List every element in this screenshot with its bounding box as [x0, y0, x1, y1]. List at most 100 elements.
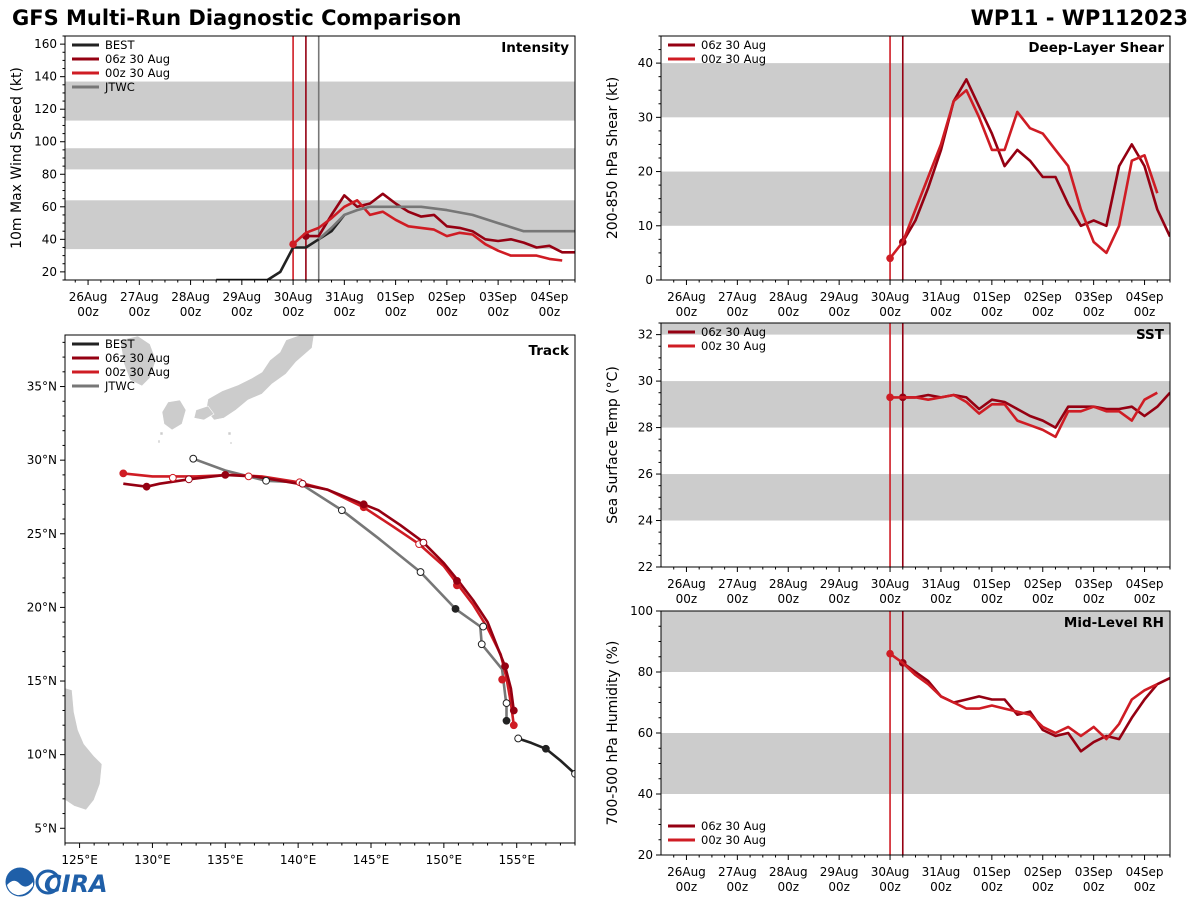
chart-sst: 22242628303226Aug00z27Aug00z28Aug00z29Au… — [605, 322, 1171, 606]
sst-xtick-label-day: 30Aug — [871, 577, 910, 591]
intensity-xtick-label-hour: 00z — [385, 305, 407, 319]
legend-label-run06: 06z 30 Aug — [701, 819, 766, 833]
cira-emblem — [35, 869, 61, 895]
track-path-best — [517, 737, 575, 775]
intensity-series-jtwc — [317, 205, 575, 241]
sst-series-run00 — [890, 391, 1158, 439]
shear-xtick-label-hour: 00z — [1032, 305, 1054, 319]
rh-xtick-label-hour: 00z — [930, 880, 952, 894]
sst-xtick-label-day: 04Sep — [1126, 577, 1164, 591]
rh-xtick-label-day: 29Aug — [820, 865, 859, 879]
rh-band-1 — [661, 611, 1170, 672]
japan-kyushu-landmass — [161, 399, 187, 431]
rh-xtick-label-hour: 00z — [879, 880, 901, 894]
intensity-xtick-label-day: 04Sep — [530, 290, 568, 304]
track-marker-run06 — [184, 475, 193, 484]
legend-label-run06: 06z 30 Aug — [105, 52, 170, 66]
shear-xtick-label-day: 01Sep — [973, 290, 1011, 304]
shear-plot-area — [661, 36, 1170, 280]
track-marker-run06 — [419, 538, 428, 547]
track-marker-jtwc — [337, 506, 346, 515]
track-xtick-label: 140°E — [280, 853, 317, 867]
rh-xtick-label-hour: 00z — [727, 880, 749, 894]
track-marker-jtwc — [416, 568, 425, 576]
sst-band-0 — [661, 474, 1170, 521]
sst-xtick-label-day: 01Sep — [973, 577, 1011, 591]
legend-label-jtwc: JTWC — [104, 80, 135, 94]
sst-plot-area — [661, 323, 1170, 567]
rh-xtick-label-hour: 00z — [981, 880, 1003, 894]
intensity-xtick-label-hour: 00z — [129, 305, 151, 319]
track-marker-run06 — [142, 482, 151, 491]
track-ytick-label: 15°N — [27, 674, 57, 688]
track-marker-best — [541, 744, 550, 753]
sst-xtick-label-day: 31Aug — [922, 577, 961, 591]
intensity-xtick-label-hour: 00z — [334, 305, 356, 319]
intensity-xtick-label-hour: 00z — [231, 305, 253, 319]
sst-xtick-label-day: 27Aug — [718, 577, 757, 591]
track-marker-run06 — [359, 500, 368, 509]
intensity-ytick-label: 160 — [34, 37, 57, 51]
sst-band-2 — [661, 323, 1170, 335]
intensity-start-dot-run00 — [289, 240, 297, 249]
shear-xtick-label-day: 03Sep — [1075, 290, 1113, 304]
sst-frame — [660, 322, 1171, 568]
intensity-ytick-label: 40 — [42, 232, 57, 246]
legend-label-run00: 00z 30 Aug — [105, 365, 170, 379]
intensity-ytick-label: 120 — [34, 102, 57, 116]
track-marker-run06 — [221, 470, 230, 479]
intensity-xtick-label-day: 29Aug — [222, 290, 261, 304]
shear-panel-title: Deep-Layer Shear — [1028, 40, 1164, 56]
track-ytick-label: 10°N — [27, 748, 57, 762]
track-ytick-label: 35°N — [27, 380, 57, 394]
track-plot-area — [119, 454, 575, 778]
track-ytick-label: 25°N — [27, 527, 57, 541]
philippines-landmass — [65, 687, 103, 811]
sst-xtick-label-hour: 00z — [1134, 592, 1156, 606]
track-marker-best — [514, 734, 523, 743]
rh-ytick-label: 60 — [638, 726, 653, 740]
intensity-xtick-label-day: 27Aug — [120, 290, 159, 304]
track-marker-jtwc — [502, 699, 511, 708]
track-marker-jtwc — [451, 604, 460, 613]
intensity-ytick-label: 140 — [34, 70, 57, 84]
rh-xtick-label-hour: 00z — [777, 880, 799, 894]
rh-ytick-label: 80 — [638, 665, 653, 679]
rh-xtick-label-day: 26Aug — [667, 865, 706, 879]
shear-xtick-label-hour: 00z — [981, 305, 1003, 319]
intensity-xtick-label-day: 31Aug — [325, 290, 364, 304]
rh-band-0 — [661, 733, 1170, 794]
rh-ytick-label: 40 — [638, 787, 653, 801]
main-title: GFS Multi-Run Diagnostic Comparison — [12, 6, 462, 30]
rh-xtick-label-hour: 00z — [828, 880, 850, 894]
rh-xtick-label-day: 02Sep — [1024, 865, 1062, 879]
track-marker-run06 — [298, 479, 307, 488]
track-marker-run00 — [244, 472, 253, 481]
shear-xtick-label-day: 02Sep — [1024, 290, 1062, 304]
intensity-band-1 — [65, 148, 575, 170]
shear-ytick-label: 30 — [638, 110, 653, 124]
rh-ylabel: 700-500 hPa Humidity (%) — [605, 641, 621, 826]
shear-xtick-label-hour: 00z — [930, 305, 952, 319]
chart-rh: 2040608010026Aug00z27Aug00z28Aug00z29Aug… — [605, 604, 1171, 894]
intensity-ytick-label: 60 — [42, 200, 57, 214]
rh-panel-title: Mid-Level RH — [1064, 615, 1164, 631]
intensity-ylabel: 10m Max Wind Speed (kt) — [9, 67, 25, 249]
sst-xtick-label-hour: 00z — [828, 592, 850, 606]
track-xtick-label: 135°E — [207, 853, 244, 867]
intensity-xtick-label-hour: 00z — [77, 305, 99, 319]
sst-xtick-label-day: 28Aug — [769, 577, 808, 591]
sst-xtick-label-hour: 00z — [879, 592, 901, 606]
rh-xtick-label-day: 01Sep — [973, 865, 1011, 879]
track-marker-jtwc — [189, 454, 198, 463]
track-xtick-label: 150°E — [426, 853, 463, 867]
intensity-band-2 — [65, 81, 575, 121]
sst-xtick-label-hour: 00z — [1032, 592, 1054, 606]
rh-series-run00 — [889, 652, 1158, 741]
legend-label-best: BEST — [105, 337, 135, 351]
shear-xtick-label-day: 30Aug — [871, 290, 910, 304]
legend-label-run00: 00z 30 Aug — [701, 339, 766, 353]
storm-id: WP11 - WP112023 — [970, 6, 1188, 30]
legend-label-best: BEST — [105, 38, 135, 52]
